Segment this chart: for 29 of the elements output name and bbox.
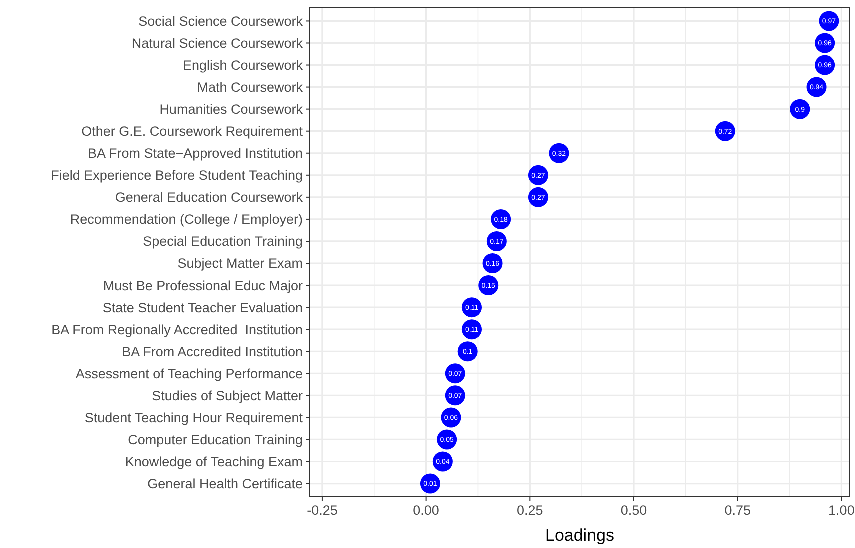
y-tick-label: Must Be Professional Educ Major	[103, 278, 304, 294]
y-tick-label: Knowledge of Teaching Exam	[125, 454, 303, 470]
y-tick-label: Computer Education Training	[128, 432, 303, 448]
x-tick-label: 0.00	[413, 503, 440, 518]
y-tick-label: English Coursework	[182, 58, 304, 73]
y-tick-label: Field Experience Before Student Teaching	[51, 168, 303, 184]
y-tick-label: Special Education Training	[143, 234, 303, 250]
y-tick-label: Other G.E. Coursework Requirement	[82, 124, 304, 140]
y-tick-label: Studies of Subject Matter	[152, 388, 304, 404]
x-tick-label: 0.25	[517, 503, 544, 518]
y-tick-label: Recommendation (College / Employer)	[70, 212, 303, 228]
y-tick-label: Student Teaching Hour Requirement	[84, 410, 304, 426]
x-tick-label: 0.75	[724, 503, 751, 518]
y-tick-label: BA From Accredited Institution	[122, 344, 303, 360]
y-tick-label: General Education Coursework	[115, 190, 304, 206]
y-tick-label: BA From State−Approved Institution	[88, 146, 303, 162]
y-tick-label: Math Coursework	[197, 80, 304, 96]
y-tick-label: Social Science Coursework	[138, 14, 304, 29]
y-tick-label: General Health Certificate	[148, 476, 303, 492]
y-tick-label: Subject Matter Exam	[178, 256, 303, 272]
y-tick-label: Natural Science Coursework	[132, 36, 304, 51]
y-tick-label: Assessment of Teaching Performance	[76, 366, 303, 382]
y-tick-label: State Student Teacher Evaluation	[102, 300, 303, 316]
x-axis-title: Loadings	[545, 526, 615, 545]
y-tick-label: BA From Regionally Accredited Institution	[52, 322, 303, 338]
y-tick-label: Humanities Coursework	[160, 102, 304, 118]
x-tick-label: -0.25	[307, 503, 338, 518]
x-tick-label: 1.00	[828, 503, 855, 518]
x-tick-label: 0.50	[620, 503, 648, 518]
